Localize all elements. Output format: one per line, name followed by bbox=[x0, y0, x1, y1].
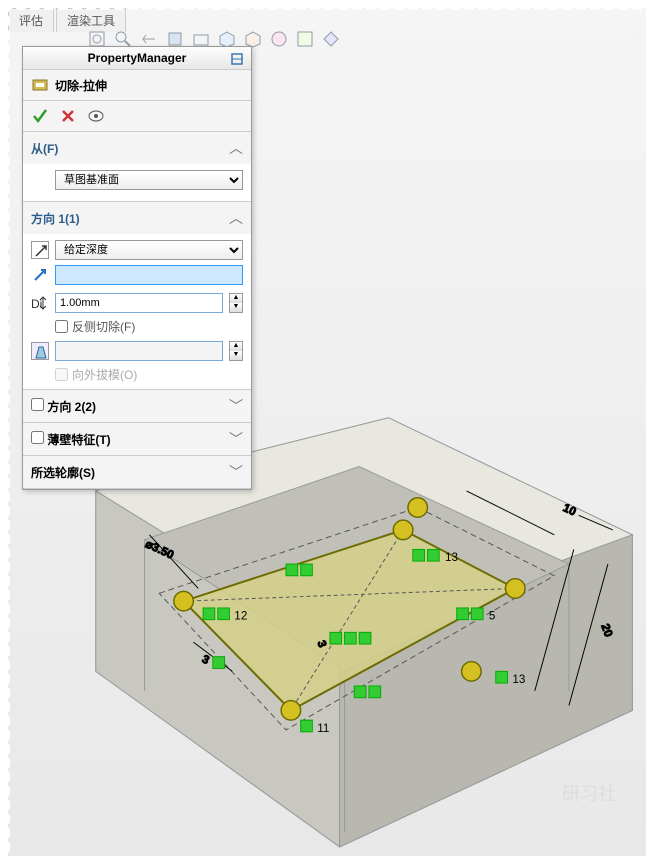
dir1-label: 方向 1(1) bbox=[31, 210, 80, 227]
svg-text:5: 5 bbox=[489, 610, 496, 623]
depth-icon: Di bbox=[31, 294, 49, 312]
depth-spinner[interactable]: ▲▼ bbox=[229, 293, 243, 313]
svg-text:12: 12 bbox=[234, 610, 247, 623]
direction-input[interactable] bbox=[55, 265, 243, 285]
endcond-select[interactable]: 给定深度 bbox=[55, 240, 243, 260]
direction-icon bbox=[31, 266, 49, 284]
feature-name: 切除-拉伸 bbox=[55, 77, 107, 94]
svg-text:13: 13 bbox=[512, 673, 525, 686]
expand-icon[interactable]: ﹀ bbox=[229, 429, 243, 449]
pin-icon[interactable] bbox=[229, 51, 245, 67]
cancel-icon[interactable] bbox=[59, 107, 77, 125]
reverse-icon[interactable] bbox=[31, 241, 49, 259]
render-icon[interactable] bbox=[322, 30, 340, 48]
dir2-label: 方向 2(2) bbox=[47, 400, 96, 414]
dir2-check[interactable] bbox=[31, 398, 44, 411]
preview-icon[interactable] bbox=[87, 107, 105, 125]
draft-icon[interactable] bbox=[31, 342, 49, 360]
draft-input[interactable] bbox=[55, 341, 223, 361]
appearance-icon[interactable] bbox=[270, 30, 288, 48]
draft-out-check bbox=[55, 368, 68, 381]
cut-extrude-icon bbox=[31, 76, 49, 94]
ok-icon[interactable] bbox=[31, 107, 49, 125]
thin-label: 薄壁特征(T) bbox=[47, 433, 110, 447]
svg-text:11: 11 bbox=[317, 722, 329, 735]
tab-render[interactable]: 渲染工具 bbox=[56, 8, 126, 32]
depth-input[interactable] bbox=[55, 293, 223, 313]
collapse-icon[interactable]: ︿ bbox=[229, 208, 243, 228]
panel-title: PropertyManager bbox=[23, 47, 251, 70]
expand-icon[interactable]: ﹀ bbox=[229, 462, 243, 482]
flip-check[interactable] bbox=[55, 320, 68, 333]
contours-label: 所选轮廓(S) bbox=[31, 464, 95, 481]
watermark: 研习社 bbox=[562, 780, 616, 806]
expand-icon[interactable]: ﹀ bbox=[229, 396, 243, 416]
thin-check[interactable] bbox=[31, 431, 44, 444]
from-select[interactable]: 草图基准面 bbox=[55, 170, 243, 190]
property-manager-panel: PropertyManager 切除-拉伸 从(F) ︿ 草图基准面 bbox=[22, 46, 252, 490]
collapse-icon[interactable]: ︿ bbox=[229, 138, 243, 158]
from-label: 从(F) bbox=[31, 140, 58, 157]
svg-text:13: 13 bbox=[445, 551, 458, 564]
scene-icon[interactable] bbox=[296, 30, 314, 48]
draft-spinner[interactable]: ▲▼ bbox=[229, 341, 243, 361]
tab-evaluate[interactable]: 评估 bbox=[8, 8, 54, 32]
